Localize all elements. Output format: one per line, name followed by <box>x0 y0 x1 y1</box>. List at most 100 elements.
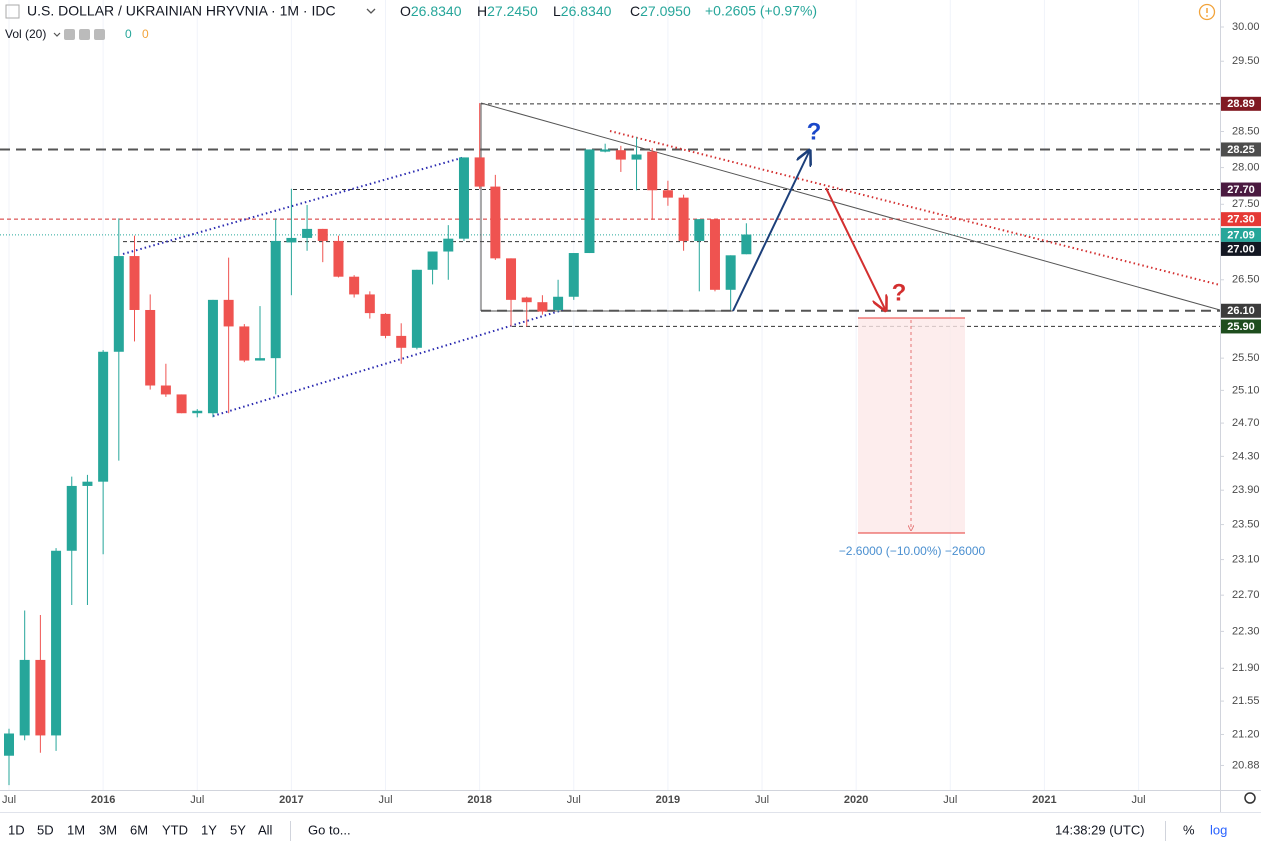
header: U.S. DOLLAR / UKRAINIAN HRYVNIA · 1M · I… <box>5 3 1256 804</box>
ohlc-item: C27.0950 <box>630 3 691 19</box>
ohlc-value: 26.8340 <box>411 3 462 19</box>
ohlc-key: H <box>477 3 487 19</box>
volume-eye[interactable] <box>64 29 75 40</box>
level-tag <box>1221 96 1261 111</box>
warning-icon[interactable] <box>1198 3 1216 21</box>
candle-body <box>302 228 313 238</box>
percent-button[interactable]: % <box>1183 822 1195 837</box>
y-tick-label: 21.20 <box>1232 728 1260 740</box>
y-tick-label: 22.70 <box>1232 589 1260 601</box>
x-tick-label: 2019 <box>656 794 680 806</box>
x-tick-label: Jul <box>190 794 204 806</box>
ohlc-value: 27.0950 <box>640 3 691 19</box>
level-label: 27.30 <box>1227 214 1255 226</box>
volume-close[interactable] <box>94 29 105 40</box>
level-label: 27.00 <box>1227 243 1255 255</box>
toolbar: Go to... 14:38:29 (UTC) % log 1D 5D 1M 3M 6M… <box>0 812 1261 841</box>
y-tick-label: 23.90 <box>1232 484 1260 496</box>
candle-body <box>647 151 658 191</box>
candle-body <box>82 481 93 486</box>
range-button[interactable]: YTD <box>162 822 188 837</box>
range-button[interactable]: 3M <box>99 822 117 837</box>
y-tick-label: 26.50 <box>1232 274 1260 286</box>
down-arrow <box>825 187 885 309</box>
candle-body <box>51 550 62 736</box>
candle-body <box>223 299 234 327</box>
range-button[interactable]: 1Y <box>201 822 217 837</box>
level-label: 26.10 <box>1227 305 1255 317</box>
candle-body <box>207 299 218 414</box>
x-tick-label: Jul <box>567 794 581 806</box>
candle-body <box>113 256 124 352</box>
volume-name: Vol (20) <box>5 27 46 41</box>
candle-body <box>694 219 705 241</box>
y-tick-label: 25.10 <box>1232 384 1260 396</box>
ohlc-key: C <box>630 3 640 19</box>
ohlc-key: L <box>553 3 561 19</box>
symbol: U.S. DOLLAR / UKRAINIAN HRYVNIA · 1M · I… <box>27 3 336 19</box>
level-tag <box>1221 182 1261 197</box>
candle-body <box>537 302 548 312</box>
goto-button[interactable]: Go to... <box>308 822 351 837</box>
candle-body <box>662 190 673 198</box>
volume-settings[interactable] <box>79 29 90 40</box>
symbol-menu[interactable] <box>366 8 376 14</box>
level-label: 28.25 <box>1227 144 1255 156</box>
measure-box <box>858 318 965 533</box>
drawings: ? ? −2.6000 (−10.00%) −26000 <box>122 102 1221 558</box>
candle-body <box>333 240 344 277</box>
channel-top <box>122 156 466 255</box>
range-button[interactable]: All <box>258 822 273 837</box>
settings-icon[interactable] <box>1244 792 1256 804</box>
symbol-icon <box>5 4 20 19</box>
y-tick-label: 24.70 <box>1232 417 1260 429</box>
candle-body <box>600 149 611 152</box>
candle-body <box>553 296 564 310</box>
x-tick-label: Jul <box>755 794 769 806</box>
candle-body <box>255 358 266 361</box>
ohlc-item: H27.2450 <box>477 3 538 19</box>
x-tick-label: 2020 <box>844 794 868 806</box>
candle-body <box>98 351 109 482</box>
candle-body <box>349 276 360 295</box>
candle-body <box>19 659 30 736</box>
x-tick-label: Jul <box>943 794 957 806</box>
candle-body <box>678 197 689 241</box>
level-tag <box>1221 303 1261 318</box>
up-arrow <box>732 152 809 312</box>
ohlc-item: O26.8340 <box>400 3 462 19</box>
candle-body <box>270 240 281 359</box>
y-tick-label: 25.50 <box>1232 352 1260 364</box>
volume-value: 0 <box>142 27 149 41</box>
ohlc-key: O <box>400 3 411 19</box>
x-tick-label: Jul <box>2 794 16 806</box>
range-button[interactable]: 1M <box>67 822 85 837</box>
volume-value: 0 <box>125 27 132 41</box>
range-button[interactable]: 1D <box>8 822 25 837</box>
range-button[interactable]: 5D <box>37 822 54 837</box>
range-button[interactable]: 5Y <box>230 822 246 837</box>
level-tag <box>1221 227 1261 242</box>
level-label: 25.90 <box>1227 321 1255 333</box>
y-tick-label: 27.50 <box>1232 198 1260 210</box>
candle-body <box>631 154 642 160</box>
y-tick-label: 22.30 <box>1232 625 1260 637</box>
level-tag <box>1221 212 1261 227</box>
axes: 20.88 21.55 21.20 21.90 22.30 22.70 23.10 23.50… <box>2 21 1261 806</box>
range-button[interactable]: 6M <box>130 822 148 837</box>
ohlc-item: L26.8340 <box>553 3 612 19</box>
volume-menu[interactable] <box>53 32 61 37</box>
candle-body <box>396 335 407 348</box>
log-button[interactable]: log <box>1210 822 1227 837</box>
y-tick-label: 28.00 <box>1232 161 1260 173</box>
candle-body <box>490 186 501 259</box>
level-label: 27.09 <box>1227 229 1255 241</box>
level-tag <box>1221 142 1261 157</box>
level-label: 27.70 <box>1227 184 1255 196</box>
candle-body <box>443 238 454 252</box>
candle-body <box>286 237 297 243</box>
x-tick-label: 2021 <box>1032 794 1056 806</box>
candle-body <box>364 294 375 314</box>
level-label: 28.89 <box>1227 98 1255 110</box>
candle-body <box>66 485 77 551</box>
